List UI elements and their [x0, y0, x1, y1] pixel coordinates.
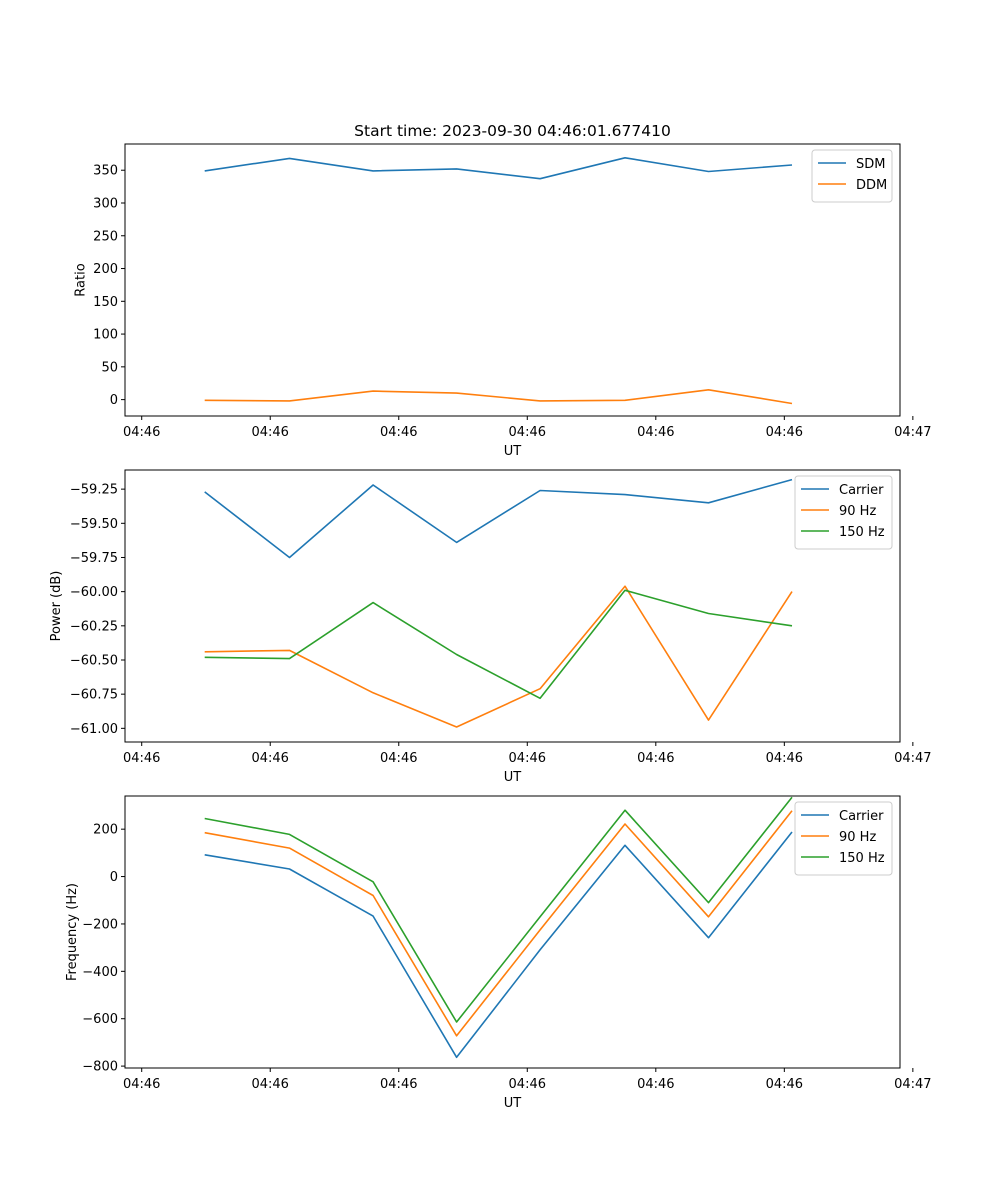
x-tick-label: 04:46 [766, 1077, 803, 1092]
y-tick-label: 0 [110, 870, 118, 885]
axes-frame [124, 143, 901, 417]
y-tick-label: 50 [101, 360, 118, 375]
x-tick-label: 04:46 [766, 751, 803, 766]
legend-entry: DDM [856, 178, 887, 193]
x-tick-label: 04:46 [509, 751, 546, 766]
x-tick-label: 04:47 [894, 751, 931, 766]
x-tick-label: 04:46 [123, 425, 160, 440]
x-axis-label: UT [504, 1096, 522, 1111]
chart-panel-3: 04:46 04:46 04:46 04:46 04:46 04:46 04:47 −800 −… [65, 795, 932, 1111]
y-tick-label: 350 [93, 164, 118, 179]
axes-frame [124, 469, 901, 743]
y-tick-label: 200 [93, 262, 118, 277]
x-axis-label: UT [504, 444, 522, 459]
y-axis-label: Ratio [73, 263, 88, 296]
x-tick-label: 04:46 [509, 1077, 546, 1092]
x-tick-label: 04:46 [637, 425, 674, 440]
x-tick-label: 04:46 [637, 751, 674, 766]
series-line-carrier [204, 478, 793, 559]
chart-panel-2: 04:46 04:46 04:46 04:46 04:46 04:46 04:47 −61.0… [49, 469, 932, 785]
y-tick-label: 200 [93, 823, 118, 838]
series-line-150-hz [204, 589, 793, 700]
legend-entry: SDM [856, 157, 885, 172]
y-tick-label: 0 [110, 393, 118, 408]
x-tick-label: 04:46 [380, 1077, 417, 1092]
y-tick-label: −60.75 [70, 688, 118, 703]
y-tick-label: 150 [93, 295, 118, 310]
x-axis-label: UT [504, 770, 522, 785]
y-tick-label: −600 [82, 1012, 118, 1027]
x-tick-label: 04:46 [123, 751, 160, 766]
series-line-carrier [204, 831, 793, 1059]
axes-frame [124, 795, 901, 1069]
x-tick-label: 04:46 [380, 751, 417, 766]
y-tick-label: 300 [93, 196, 118, 211]
series-line-90-hz [204, 585, 793, 728]
x-tick-label: 04:46 [766, 425, 803, 440]
x-tick-label: 04:46 [251, 425, 288, 440]
y-axis-label: Power (dB) [49, 571, 64, 642]
x-tick-label: 04:46 [380, 425, 417, 440]
y-tick-label: −60.50 [70, 653, 118, 668]
legend-entry: 90 Hz [839, 830, 876, 845]
legend-entry: 90 Hz [839, 504, 876, 519]
legend: SDM DDM [811, 149, 893, 203]
y-tick-label: −800 [82, 1060, 118, 1075]
x-tick-label: 04:46 [509, 425, 546, 440]
y-axis-label: Frequency (Hz) [65, 883, 80, 981]
x-tick-label: 04:46 [251, 751, 288, 766]
y-tick-label: −59.75 [70, 551, 118, 566]
series-line-ddm [204, 388, 793, 405]
legend: Carrier 90 Hz 150 Hz [794, 475, 893, 550]
y-tick-label: −61.00 [70, 722, 118, 737]
chart-panel-1: 04:46 04:46 04:46 04:46 04:46 04:46 04:47 0 50 10… [73, 122, 931, 459]
y-tick-label: −60.25 [70, 619, 118, 634]
series-line-150-hz [204, 796, 793, 1023]
y-tick-label: 250 [93, 229, 118, 244]
legend-entry: Carrier [839, 809, 884, 824]
x-tick-label: 04:46 [123, 1077, 160, 1092]
y-tick-label: −59.50 [70, 517, 118, 532]
legend: Carrier 90 Hz 150 Hz [794, 801, 893, 876]
y-tick-label: −60.00 [70, 585, 118, 600]
y-tick-label: −59.25 [70, 483, 118, 498]
x-tick-label: 04:46 [251, 1077, 288, 1092]
x-tick-label: 04:47 [894, 425, 931, 440]
series-line-90-hz [204, 810, 793, 1037]
y-tick-label: 100 [93, 328, 118, 343]
y-tick-label: −200 [82, 917, 118, 932]
legend-entry: Carrier [839, 483, 884, 498]
chart-title: Start time: 2023-09-30 04:46:01.677410 [354, 122, 671, 140]
y-tick-label: −400 [82, 965, 118, 980]
series-line-sdm [204, 157, 793, 180]
x-tick-label: 04:47 [894, 1077, 931, 1092]
legend-entry: 150 Hz [839, 525, 885, 540]
x-tick-label: 04:46 [637, 1077, 674, 1092]
legend-entry: 150 Hz [839, 851, 885, 866]
